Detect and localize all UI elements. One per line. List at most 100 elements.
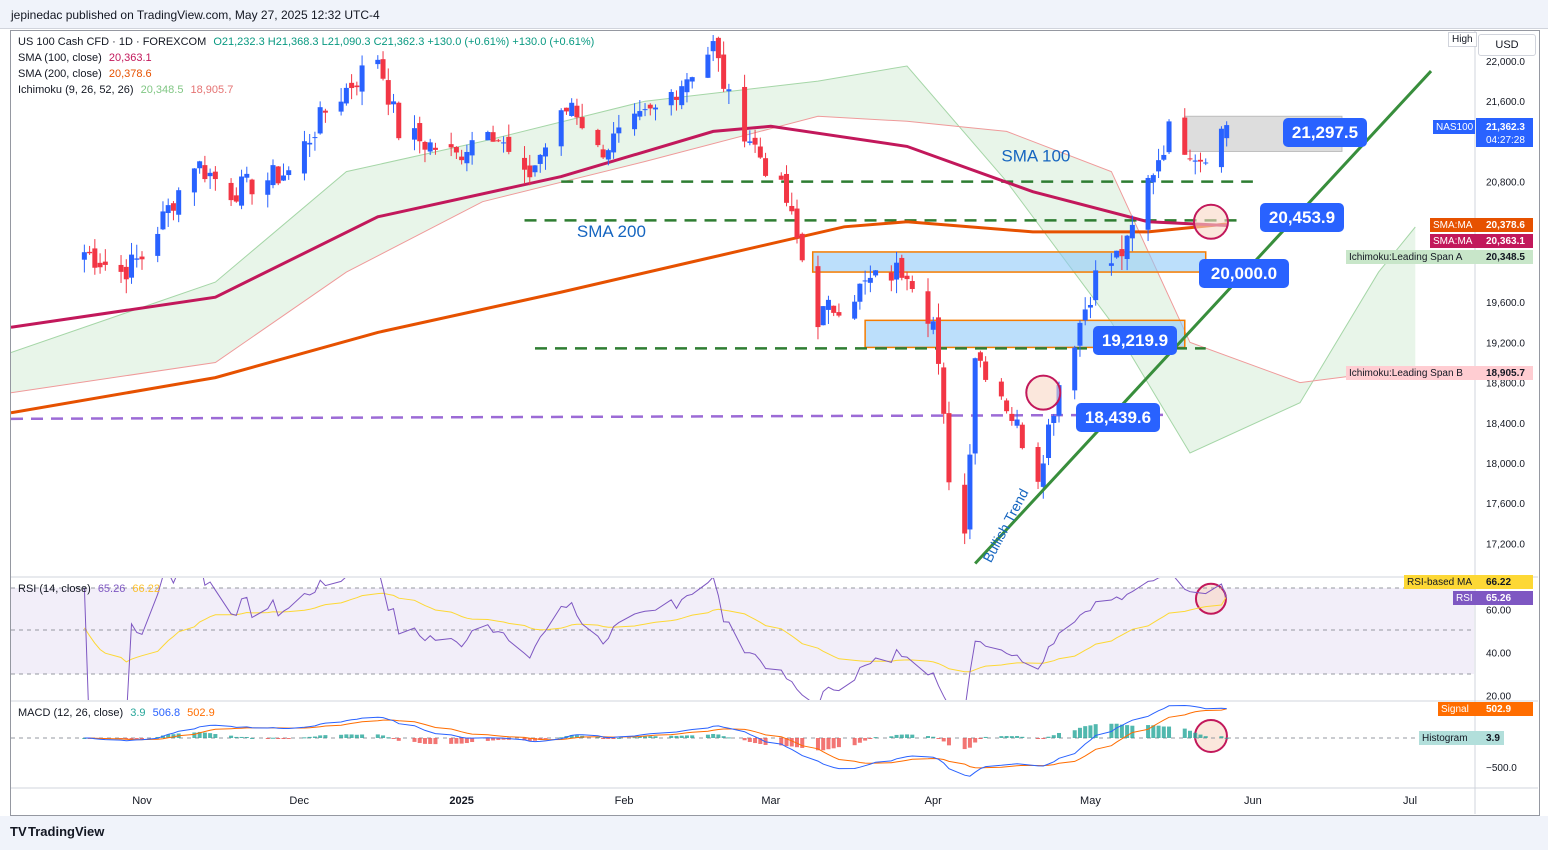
candle-body — [191, 168, 197, 193]
candle-body — [831, 305, 837, 313]
candle-body — [784, 173, 790, 203]
macd-histogram-bar — [559, 737, 564, 739]
candles — [81, 35, 1230, 545]
span-a-tag-label: Ichimoku:Leading Span A — [1349, 252, 1463, 263]
macd-histogram-bar — [1036, 738, 1041, 739]
macd-histogram-bar — [889, 736, 894, 738]
candle-body — [930, 321, 936, 330]
sma100-tag-bg — [1430, 234, 1533, 248]
macd-histogram-bar — [873, 737, 878, 739]
candle-body — [611, 133, 617, 153]
price-tick-label: 19,200.0 — [1486, 338, 1525, 349]
candle-body — [527, 165, 533, 178]
chart-frame[interactable] — [10, 30, 1540, 816]
candle-body — [286, 170, 292, 176]
macd-histogram-bar — [674, 735, 679, 738]
candle-body — [123, 266, 129, 280]
macd-histogram-bar — [1009, 736, 1014, 738]
macd-histogram-bar — [312, 736, 317, 738]
macd-histogram-bar — [973, 738, 978, 743]
macd-histogram-bar — [1072, 730, 1077, 738]
candle-body — [453, 146, 459, 153]
candle-body — [998, 381, 1004, 397]
macd-histogram-bar — [250, 737, 255, 739]
macd-histogram-bar — [171, 734, 176, 738]
price-callout-label: 20,000.0 — [1211, 264, 1277, 283]
signal-tag-label: Signal — [1441, 704, 1469, 715]
candle-body — [129, 254, 135, 278]
rsi-ma-tag-bg — [1404, 575, 1533, 589]
sma200-legend: SMA (200, close) 20,378.6 — [18, 68, 152, 80]
macd-histogram-bar — [1151, 725, 1156, 738]
macd-histogram-bar — [244, 737, 249, 739]
macd-histogram-bar — [574, 735, 579, 738]
candle-body — [102, 261, 108, 265]
candle-body — [170, 203, 176, 211]
macd-histogram-bar — [1125, 725, 1130, 738]
candle-body — [417, 123, 423, 142]
candle-body — [301, 141, 307, 174]
price-tick-label: 17,600.0 — [1486, 499, 1525, 510]
ichimoku-b-value: 18,905.7 — [190, 84, 234, 96]
candle-body — [307, 142, 313, 145]
candle-body — [495, 140, 501, 142]
price-callout-label: 21,297.5 — [1292, 123, 1358, 142]
candle-body — [941, 367, 947, 414]
publisher-line: jepinedac published on TradingView.com, … — [11, 8, 380, 22]
macd-line — [84, 704, 1227, 777]
candle-body — [1014, 419, 1020, 426]
candle-body — [653, 107, 659, 110]
macd-histogram-bar — [690, 735, 695, 738]
rsi-ma-line — [83, 592, 1228, 673]
candle-body — [354, 85, 360, 88]
candle-body — [265, 180, 271, 195]
candle-body — [160, 211, 166, 230]
macd-histogram-bar — [1198, 734, 1203, 738]
macd-histogram-bar — [354, 734, 359, 738]
last-price-value: 21,362.3 — [1486, 122, 1525, 133]
candle-body — [280, 175, 286, 181]
candle-body — [710, 41, 716, 52]
macd-histogram-bar — [967, 738, 972, 748]
price-callout-box — [1076, 403, 1160, 432]
macd-histogram-bar — [679, 735, 684, 738]
currency-button[interactable]: USD — [1478, 34, 1536, 56]
sma200-label: SMA (200, close) — [18, 68, 102, 80]
sma100-value: 20,363.1 — [108, 52, 152, 64]
macd-histogram-bar — [905, 734, 910, 738]
candle-body — [888, 272, 894, 281]
tradingview-logo[interactable]: TVTradingView — [10, 824, 104, 839]
candle-body — [322, 110, 328, 113]
price-tick-label: 21,600.0 — [1486, 97, 1525, 108]
ohlc-values: O21,232.3 H21,368.3 L21,090.3 C21,362.3 … — [213, 36, 595, 48]
macd-signal-value: 502.9 — [187, 707, 215, 719]
candle-body — [542, 147, 548, 157]
macd-histogram-bar — [684, 735, 689, 738]
macd-histogram-bar — [821, 738, 826, 751]
highlight-circle — [1194, 582, 1227, 615]
candle-body — [1129, 224, 1135, 239]
macd-histogram-bar — [894, 734, 899, 738]
macd-histogram-bar — [1161, 726, 1166, 738]
candle-body — [469, 140, 475, 156]
candle-body — [1218, 128, 1224, 168]
rsi-line — [83, 578, 1228, 700]
candle-body — [574, 105, 580, 118]
candle-body — [789, 205, 795, 212]
candle-body — [411, 128, 417, 140]
candle-body — [679, 86, 685, 106]
macd-histogram-bar — [1119, 724, 1124, 738]
candle-body — [1187, 158, 1193, 160]
macd-histogram-bar — [815, 738, 820, 751]
candle-body — [1082, 309, 1088, 321]
time-tick-label: Feb — [615, 795, 634, 807]
macd-histogram-bar — [349, 734, 354, 738]
candle-body — [595, 129, 601, 146]
rsi-ma-tag-value: 66.22 — [1486, 577, 1511, 588]
rsi-label: RSI (14, close) — [18, 583, 91, 595]
candle-body — [904, 275, 910, 280]
tradingview-logo-icon: TV — [10, 824, 27, 839]
macd-histogram-bar — [863, 738, 868, 741]
candle-body — [522, 157, 528, 170]
